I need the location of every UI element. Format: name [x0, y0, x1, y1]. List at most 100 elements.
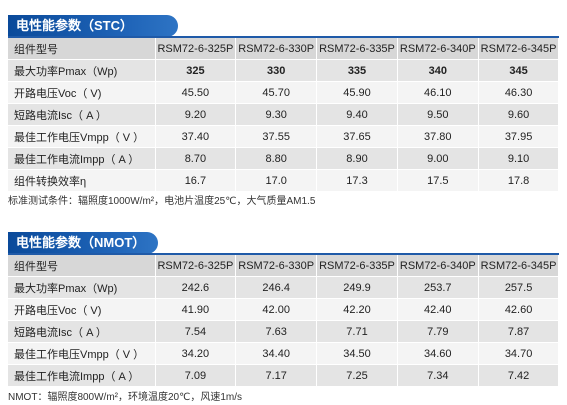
- stc-title-rule: [8, 36, 559, 38]
- row-label: 最佳工作电流Impp（ A ）: [8, 364, 156, 387]
- stc-section: 电性能参数（STC） 组件型号 RSM72-6-325P RSM72-6-330P R…: [8, 15, 560, 192]
- cell-value: 257.5: [478, 276, 560, 299]
- row-label: 最佳工作电流Impp（ A ）: [8, 147, 156, 170]
- cell-value: 7.79: [397, 320, 479, 343]
- header-label: 组件型号: [8, 255, 156, 277]
- cell-value: 249.9: [316, 276, 398, 299]
- row-label: 组件转换效率η: [8, 169, 156, 192]
- cell-value: 37.95: [478, 125, 560, 148]
- cell-value: 17.5: [397, 169, 479, 192]
- model-name: RSM72-6-325P: [155, 38, 237, 60]
- model-name: RSM72-6-345P: [478, 255, 560, 277]
- table-header-row: 组件型号 RSM72-6-325P RSM72-6-330P RSM72-6-335P…: [8, 255, 560, 277]
- cell-value: 9.10: [478, 147, 560, 170]
- cell-value: 9.30: [235, 103, 318, 126]
- cell-value: 37.65: [316, 125, 398, 148]
- cell-value: 16.7: [155, 169, 237, 192]
- nmot-section: 电性能参数（NMOT） 组件型号 RSM72-6-325P RSM72-6-330P…: [8, 232, 560, 387]
- cell-value: 45.90: [316, 81, 398, 104]
- table-row: 开路电压Voc（ V) 45.50 45.70 45.90 46.10 46.30: [8, 81, 560, 104]
- cell-value: 340: [397, 59, 479, 82]
- cell-value: 34.50: [316, 342, 398, 365]
- model-name: RSM72-6-335P: [316, 255, 398, 277]
- table-row: 最佳工作电流Impp（ A ） 7.09 7.17 7.25 7.34 7.42: [8, 364, 560, 387]
- cell-value: 8.80: [235, 147, 318, 170]
- cell-value: 17.8: [478, 169, 560, 192]
- cell-value: 37.55: [235, 125, 318, 148]
- model-name: RSM72-6-345P: [478, 38, 560, 60]
- cell-value: 335: [316, 59, 398, 82]
- cell-value: 330: [235, 59, 318, 82]
- model-name: RSM72-6-330P: [235, 255, 318, 277]
- row-label: 最大功率Pmax（Wp): [8, 59, 156, 82]
- model-name: RSM72-6-335P: [316, 38, 398, 60]
- cell-value: 34.70: [478, 342, 560, 365]
- cell-value: 9.20: [155, 103, 237, 126]
- cell-value: 37.40: [155, 125, 237, 148]
- row-label: 短路电流Isc（ A ）: [8, 103, 156, 126]
- stc-table: 组件型号 RSM72-6-325P RSM72-6-330P RSM72-6-335P…: [8, 38, 560, 192]
- table-header-row: 组件型号 RSM72-6-325P RSM72-6-330P RSM72-6-335P…: [8, 38, 560, 60]
- cell-value: 17.0: [235, 169, 318, 192]
- cell-value: 7.25: [316, 364, 398, 387]
- cell-value: 7.17: [235, 364, 318, 387]
- table-row: 最大功率Pmax（Wp) 242.6 246.4 249.9 253.7 257.5: [8, 276, 560, 299]
- cell-value: 7.54: [155, 320, 237, 343]
- cell-value: 42.00: [235, 298, 318, 321]
- table-row: 最佳工作电压Vmpp（ V ） 37.40 37.55 37.65 37.80 37.95: [8, 125, 560, 148]
- cell-value: 9.50: [397, 103, 479, 126]
- model-name: RSM72-6-340P: [397, 38, 479, 60]
- table-row: 最佳工作电压Vmpp（ V ） 34.20 34.40 34.50 34.60 34.70: [8, 342, 560, 365]
- cell-value: 42.20: [316, 298, 398, 321]
- nmot-note: NMOT：辐照度800W/m²，环境温度20℃，风速1m/s: [8, 392, 243, 403]
- cell-value: 8.70: [155, 147, 237, 170]
- cell-value: 9.00: [397, 147, 479, 170]
- cell-value: 34.40: [235, 342, 318, 365]
- cell-value: 7.71: [316, 320, 398, 343]
- table-row: 最大功率Pmax（Wp) 325 330 335 340 345: [8, 59, 560, 82]
- model-name: RSM72-6-340P: [397, 255, 479, 277]
- cell-value: 242.6: [155, 276, 237, 299]
- nmot-title: 电性能参数（NMOT）: [8, 232, 158, 254]
- table-row: 短路电流Isc（ A ） 7.54 7.63 7.71 7.79 7.87: [8, 320, 560, 343]
- cell-value: 42.40: [397, 298, 479, 321]
- cell-value: 46.30: [478, 81, 560, 104]
- stc-note: 标准测试条件：辐照度1000W/m²，电池片温度25℃，大气质量AM1.5: [8, 196, 316, 207]
- table-row: 组件转换效率η 16.7 17.0 17.3 17.5 17.8: [8, 169, 560, 192]
- cell-value: 7.34: [397, 364, 479, 387]
- cell-value: 45.70: [235, 81, 318, 104]
- stc-title: 电性能参数（STC）: [8, 15, 178, 37]
- cell-value: 253.7: [397, 276, 479, 299]
- table-row: 开路电压Voc（ V) 41.90 42.00 42.20 42.40 42.60: [8, 298, 560, 321]
- cell-value: 7.09: [155, 364, 237, 387]
- row-label: 短路电流Isc（ A ）: [8, 320, 156, 343]
- cell-value: 8.90: [316, 147, 398, 170]
- cell-value: 7.42: [478, 364, 560, 387]
- table-row: 短路电流Isc（ A ） 9.20 9.30 9.40 9.50 9.60: [8, 103, 560, 126]
- nmot-title-rule: [8, 253, 559, 255]
- row-label: 最佳工作电压Vmpp（ V ）: [8, 125, 156, 148]
- cell-value: 345: [478, 59, 560, 82]
- cell-value: 9.40: [316, 103, 398, 126]
- model-name: RSM72-6-325P: [155, 255, 237, 277]
- header-label: 组件型号: [8, 38, 156, 60]
- cell-value: 325: [155, 59, 237, 82]
- cell-value: 9.60: [478, 103, 560, 126]
- model-name: RSM72-6-330P: [235, 38, 318, 60]
- cell-value: 41.90: [155, 298, 237, 321]
- cell-value: 45.50: [155, 81, 237, 104]
- row-label: 最佳工作电压Vmpp（ V ）: [8, 342, 156, 365]
- cell-value: 37.80: [397, 125, 479, 148]
- cell-value: 246.4: [235, 276, 318, 299]
- nmot-table: 组件型号 RSM72-6-325P RSM72-6-330P RSM72-6-335P…: [8, 255, 560, 387]
- cell-value: 17.3: [316, 169, 398, 192]
- cell-value: 7.87: [478, 320, 560, 343]
- cell-value: 46.10: [397, 81, 479, 104]
- cell-value: 34.20: [155, 342, 237, 365]
- table-row: 最佳工作电流Impp（ A ） 8.70 8.80 8.90 9.00 9.10: [8, 147, 560, 170]
- row-label: 开路电压Voc（ V): [8, 81, 156, 104]
- cell-value: 42.60: [478, 298, 560, 321]
- cell-value: 7.63: [235, 320, 318, 343]
- cell-value: 34.60: [397, 342, 479, 365]
- row-label: 开路电压Voc（ V): [8, 298, 156, 321]
